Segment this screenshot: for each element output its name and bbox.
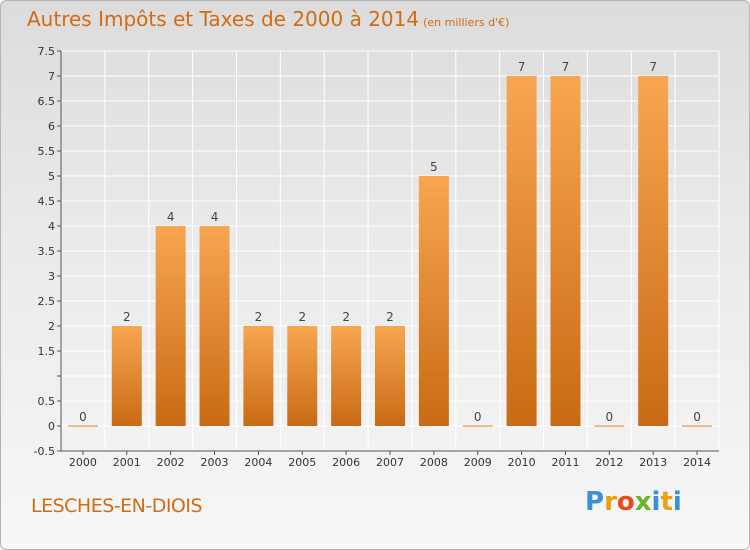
data-label: 2	[342, 310, 350, 324]
x-tick-label: 2005	[288, 456, 316, 469]
x-tick-label: 2002	[157, 456, 185, 469]
bar-2008	[418, 176, 449, 426]
data-label: 4	[167, 210, 175, 224]
x-tick-label: 2010	[508, 456, 536, 469]
data-label: 0	[606, 410, 614, 424]
data-labels: 0 2 4 4 2 2 2 2 5 0 7 7 0 7 0	[79, 60, 701, 424]
data-label: 0	[79, 410, 87, 424]
data-label: 2	[386, 310, 394, 324]
y-tick-label: 3.5	[38, 245, 56, 258]
y-tick-label: 6	[48, 120, 55, 133]
chart-title: Autres Impôts et Taxes de 2000 à 2014 (en…	[27, 7, 509, 31]
bar-2000	[67, 425, 98, 427]
y-tick-label: 2.5	[38, 295, 56, 308]
y-tick-label: 3	[48, 270, 55, 283]
bar-2007	[375, 326, 405, 426]
y-tick-label: 5.5	[38, 145, 56, 158]
y-tick-label: 6.5	[38, 95, 56, 108]
bar-2003	[199, 226, 230, 426]
data-label: 4	[211, 210, 219, 224]
x-tick-label: 2014	[683, 456, 711, 469]
data-label: 7	[562, 60, 570, 74]
y-tick-label: 4.5	[38, 195, 56, 208]
bar-2006	[331, 326, 362, 426]
x-tick-label: 2013	[639, 456, 667, 469]
proxiti-logo[interactable]: Proxiti	[585, 487, 682, 517]
x-tick-label: 2012	[595, 456, 623, 469]
y-tick-label: 2	[48, 320, 55, 333]
data-label: 7	[649, 60, 657, 74]
x-tick-label: 2009	[464, 456, 492, 469]
data-label: 2	[298, 310, 306, 324]
x-tick-label: 2001	[113, 456, 141, 469]
data-label: 0	[693, 410, 701, 424]
place-name: LESCHES-EN-DIOIS	[31, 495, 203, 517]
x-tick-label: 2003	[201, 456, 229, 469]
bar-2011	[550, 76, 581, 426]
bar-2004	[243, 326, 274, 426]
x-tick-label: 2007	[376, 456, 404, 469]
chart-unit: (en milliers d'€)	[423, 16, 510, 29]
y-tick-label: 1.5	[38, 345, 56, 358]
bar-2012	[594, 425, 625, 427]
chart-title-text: Autres Impôts et Taxes de 2000 à 2014	[27, 7, 420, 31]
bars	[67, 76, 713, 427]
data-label: 5	[430, 160, 438, 174]
bar-2014	[682, 425, 713, 427]
y-tick-label: 7.5	[38, 45, 56, 58]
x-tick-label: 2006	[332, 456, 360, 469]
y-tick-label: 7	[48, 70, 55, 83]
x-tick-label: 2000	[69, 456, 97, 469]
x-tick-label: 2004	[244, 456, 272, 469]
y-tick-label: 4	[48, 220, 55, 233]
data-label: 0	[474, 410, 482, 424]
x-tick-label: 2011	[551, 456, 579, 469]
bar-2002	[155, 226, 186, 426]
bar-2009	[462, 425, 493, 427]
data-label: 2	[255, 310, 263, 324]
bar-2005	[287, 326, 318, 426]
y-tick-label: 0.5	[38, 395, 56, 408]
data-label: 2	[123, 310, 131, 324]
y-tick-label: 5	[48, 170, 55, 183]
bar-2013	[638, 76, 669, 426]
bar-2001	[111, 326, 142, 426]
x-tick-label: 2008	[420, 456, 448, 469]
y-tick-label: 0	[48, 420, 55, 433]
y-tick-label: -0.5	[34, 445, 55, 458]
bar-2010	[506, 76, 537, 426]
data-label: 7	[518, 60, 526, 74]
